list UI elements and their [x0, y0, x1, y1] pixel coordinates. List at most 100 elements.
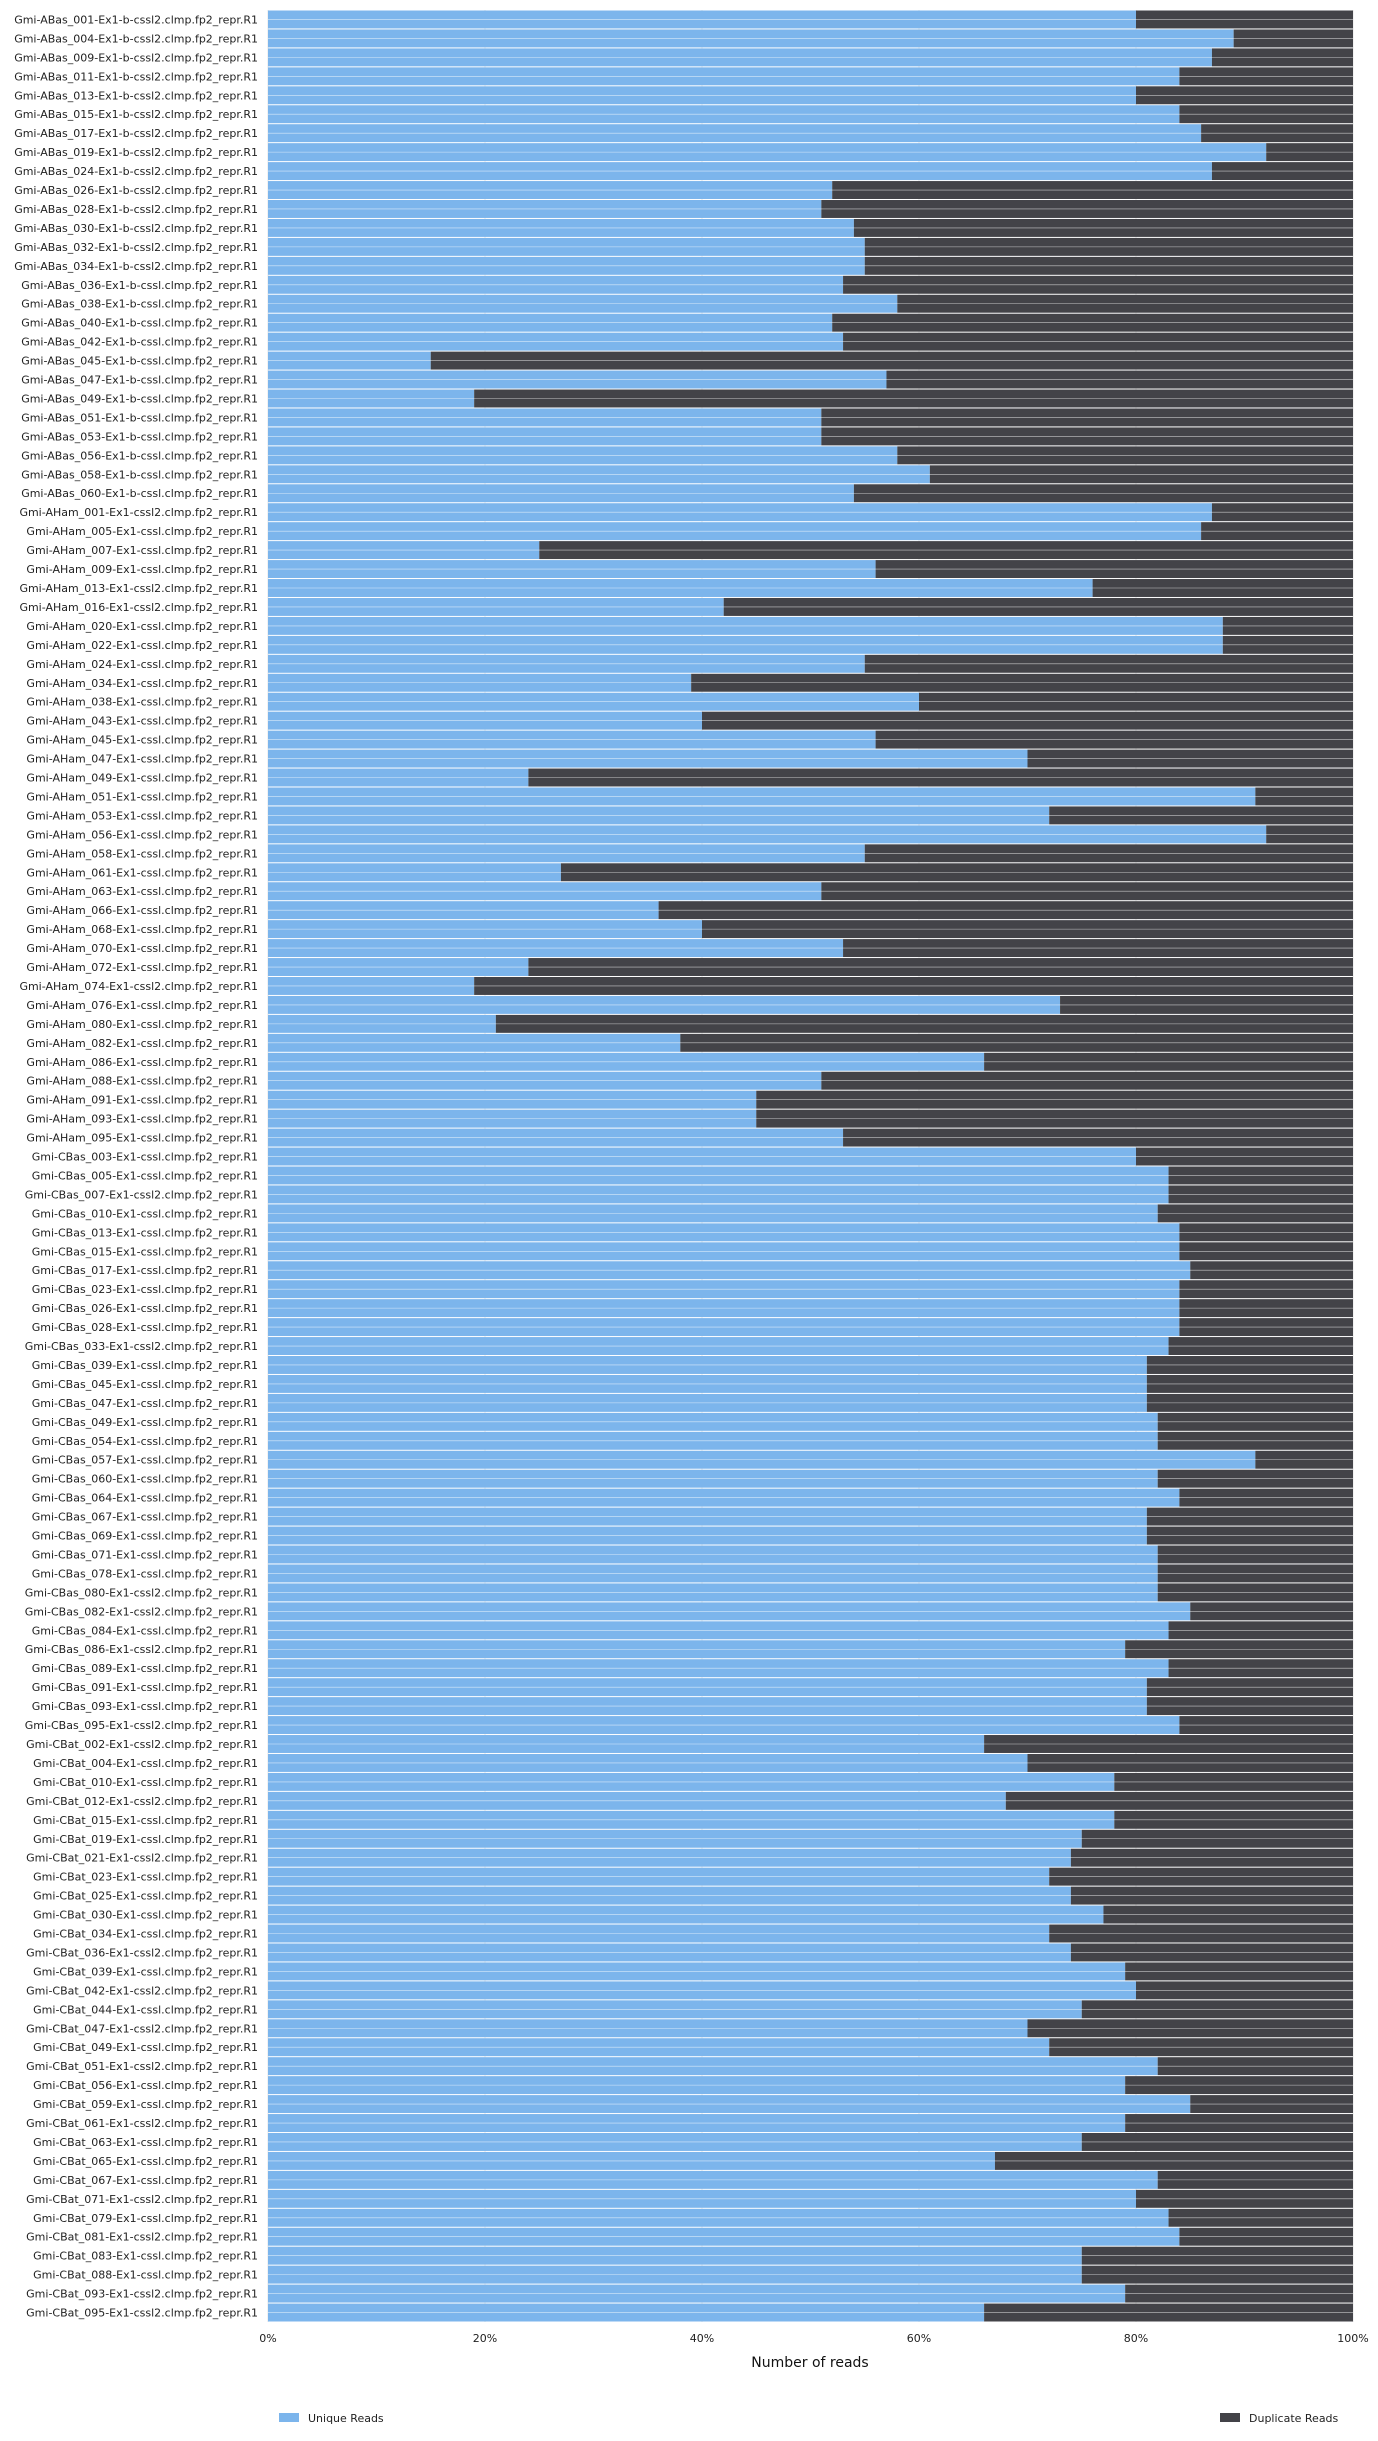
bar-row[interactable] [268, 920, 1353, 939]
bar-row[interactable] [268, 844, 1353, 863]
bar-row[interactable] [268, 143, 1353, 162]
bar-row[interactable] [268, 579, 1353, 597]
bar-row[interactable] [268, 2208, 1353, 2227]
bar-row[interactable] [268, 484, 1353, 503]
bar-row[interactable] [268, 1735, 1353, 1753]
bar-row[interactable] [268, 1678, 1353, 1697]
bar-row[interactable] [268, 427, 1353, 446]
bar-row[interactable] [268, 901, 1353, 920]
bar-row[interactable] [268, 1697, 1353, 1716]
bar-row[interactable] [268, 939, 1353, 958]
bar-row[interactable] [268, 86, 1353, 105]
bar-row[interactable] [268, 1014, 1354, 1033]
bar-row[interactable] [268, 2095, 1353, 2114]
bar-row[interactable] [268, 863, 1353, 882]
bar-row[interactable] [268, 218, 1353, 237]
bar-row[interactable] [268, 1526, 1353, 1545]
bar-row[interactable] [268, 1753, 1353, 1772]
bar-row[interactable] [268, 2114, 1353, 2132]
bar-row[interactable] [268, 1450, 1353, 1469]
bar-row[interactable] [268, 313, 1353, 332]
bar-row[interactable] [268, 522, 1353, 541]
bar-row[interactable] [268, 2227, 1353, 2246]
bar-row[interactable] [268, 654, 1353, 673]
bar-row[interactable] [268, 1128, 1353, 1147]
bar-row[interactable] [268, 1242, 1353, 1261]
bar-row[interactable] [268, 958, 1353, 976]
bar-row[interactable] [268, 1052, 1353, 1071]
bar-row[interactable] [268, 2057, 1353, 2076]
bar-row[interactable] [268, 2000, 1353, 2019]
legend-item-duplicate[interactable]: Duplicate Reads [1220, 2412, 1339, 2425]
bar-row[interactable] [268, 275, 1353, 294]
bar-row[interactable] [268, 1583, 1353, 1602]
bar-row[interactable] [268, 730, 1353, 749]
bar-row[interactable] [268, 2246, 1353, 2265]
bar-row[interactable] [268, 1261, 1353, 1280]
bar-row[interactable] [268, 237, 1353, 256]
bar-row[interactable] [268, 1621, 1353, 1640]
bar-row[interactable] [268, 389, 1353, 408]
bar-row[interactable] [268, 1318, 1353, 1337]
bar-row[interactable] [268, 1147, 1353, 1166]
bar-row[interactable] [268, 332, 1353, 351]
bar-row[interactable] [268, 2303, 1353, 2322]
bar-row[interactable] [268, 1223, 1353, 1242]
bar-row[interactable] [268, 1564, 1353, 1583]
bar-row[interactable] [268, 1185, 1353, 1204]
bar-row[interactable] [268, 503, 1353, 522]
bar-row[interactable] [268, 2170, 1353, 2189]
bar-row[interactable] [268, 1810, 1353, 1829]
bar-row[interactable] [268, 1716, 1353, 1735]
bar-row[interactable] [268, 1943, 1353, 1962]
bar-row[interactable] [268, 1469, 1353, 1488]
bar-row[interactable] [268, 995, 1353, 1014]
bar-row[interactable] [268, 1848, 1353, 1867]
bar-row[interactable] [268, 2151, 1353, 2170]
bar-row[interactable] [268, 1488, 1353, 1507]
legend-item-unique[interactable]: Unique Reads [279, 2412, 384, 2425]
bar-row[interactable] [268, 976, 1353, 995]
bar-row[interactable] [268, 1412, 1353, 1431]
bar-row[interactable] [268, 1393, 1353, 1412]
bar-row[interactable] [268, 1602, 1353, 1621]
bar-row[interactable] [268, 446, 1353, 465]
bar-row[interactable] [268, 635, 1353, 654]
bar-row[interactable] [268, 10, 1353, 29]
bar-row[interactable] [268, 1981, 1353, 2000]
bar-row[interactable] [268, 1659, 1353, 1678]
bar-row[interactable] [268, 256, 1353, 275]
bar-row[interactable] [268, 105, 1353, 124]
bar-row[interactable] [268, 181, 1353, 200]
bar-row[interactable] [268, 1924, 1353, 1943]
bar-row[interactable] [268, 2132, 1353, 2151]
bar-row[interactable] [268, 768, 1353, 787]
bar-row[interactable] [268, 1867, 1353, 1886]
bar-row[interactable] [268, 1431, 1353, 1450]
bar-row[interactable] [268, 1507, 1353, 1526]
bar-row[interactable] [268, 2038, 1353, 2057]
bar-row[interactable] [268, 616, 1353, 635]
bar-row[interactable] [268, 2019, 1353, 2038]
bar-row[interactable] [268, 692, 1353, 711]
bar-row[interactable] [268, 351, 1353, 370]
bar-row[interactable] [268, 1204, 1353, 1223]
bar-row[interactable] [268, 162, 1353, 181]
bar-row[interactable] [268, 1090, 1353, 1109]
bar-row[interactable] [268, 597, 1353, 616]
bar-row[interactable] [268, 1829, 1353, 1848]
bar-row[interactable] [268, 48, 1353, 67]
bar-row[interactable] [268, 1071, 1353, 1090]
bar-row[interactable] [268, 673, 1353, 692]
bar-row[interactable] [268, 882, 1353, 901]
bar-row[interactable] [268, 124, 1353, 143]
bar-row[interactable] [268, 1109, 1353, 1128]
bar-row[interactable] [268, 200, 1353, 218]
bar-row[interactable] [268, 1640, 1353, 1659]
bar-row[interactable] [268, 294, 1353, 313]
bar-row[interactable] [268, 2076, 1353, 2095]
bar-row[interactable] [268, 1280, 1353, 1299]
bar-row[interactable] [268, 806, 1353, 825]
bar-row[interactable] [268, 560, 1353, 579]
bar-row[interactable] [268, 2265, 1353, 2284]
